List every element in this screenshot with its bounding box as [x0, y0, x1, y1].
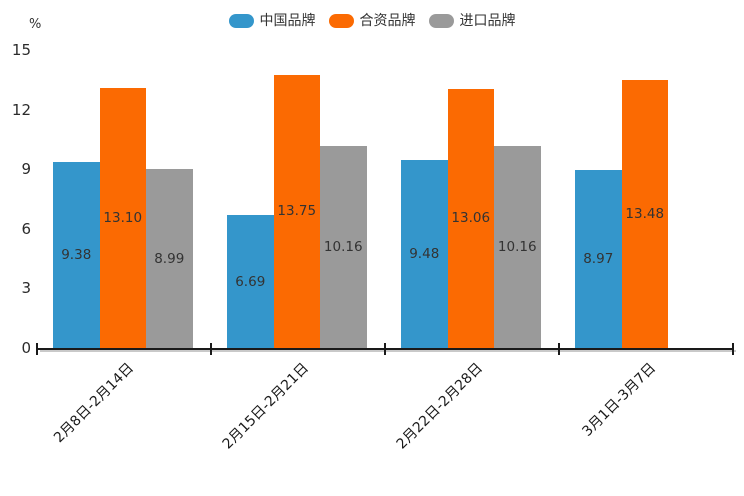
- bar-中国品牌-0[interactable]: [53, 161, 100, 348]
- y-tick-label: 6: [21, 219, 31, 238]
- bar-进口品牌-0[interactable]: [146, 169, 193, 348]
- bar-value-label: 13.06: [451, 210, 491, 227]
- bar-合资品牌-3[interactable]: [621, 80, 668, 348]
- y-tick-label: 12: [11, 100, 31, 119]
- y-tick-label: 15: [11, 41, 31, 59]
- bar-中国品牌-2[interactable]: [401, 159, 448, 348]
- y-axis-unit-label: %: [29, 17, 42, 32]
- y-tick-label: 3: [21, 279, 31, 298]
- legend-item-0[interactable]: 中国品牌: [228, 13, 316, 29]
- bar-进口品牌-1[interactable]: [320, 146, 367, 348]
- x-axis-line-shadow: [40, 350, 736, 352]
- bar-value-label: 10.16: [497, 239, 537, 256]
- x-category-label: 2月8日-2月14日: [51, 360, 138, 447]
- legend: 中国品牌 合资品牌 进口品牌: [0, 13, 744, 29]
- y-tick-label: 9: [21, 160, 31, 179]
- bar-value-label: 9.48: [409, 245, 440, 262]
- legend-item-label: 进口品牌: [459, 13, 516, 29]
- x-category-label: 2月15日-2月21日: [219, 360, 312, 453]
- x-category-label: 3月1日-3月7日: [579, 360, 660, 440]
- bar-合资品牌-1[interactable]: [273, 74, 320, 348]
- bar-value-label: 13.10: [103, 209, 143, 226]
- legend-item-1[interactable]: 合资品牌: [328, 13, 416, 29]
- x-axis-tick: [36, 343, 38, 355]
- legend-item-label: 合资品牌: [359, 13, 416, 29]
- y-tick-label: 0: [21, 339, 31, 357]
- x-category-label: 2月22日-2月28日: [393, 360, 486, 453]
- bar-value-label: 8.99: [154, 250, 185, 267]
- bar-value-label: 9.38: [61, 246, 92, 263]
- x-axis-tick: [384, 343, 386, 355]
- x-axis-tick: [732, 343, 734, 355]
- bar-中国品牌-3[interactable]: [575, 169, 622, 348]
- bar-value-label: 8.97: [583, 250, 614, 267]
- bar-value-label: 13.48: [625, 206, 665, 223]
- x-axis-tick: [210, 343, 212, 355]
- legend-item-2[interactable]: 进口品牌: [428, 13, 516, 29]
- x-axis-tick: [558, 343, 560, 355]
- bar-value-label: 13.75: [277, 203, 317, 220]
- bar-合资品牌-0[interactable]: [99, 87, 146, 348]
- bar-合资品牌-2[interactable]: [447, 88, 494, 348]
- bar-value-label: 6.69: [235, 273, 266, 290]
- bar-进口品牌-2[interactable]: [494, 146, 541, 348]
- legend-item-label: 中国品牌: [259, 13, 316, 29]
- legend-swatch-icon: [428, 14, 454, 28]
- legend-swatch-icon: [228, 14, 254, 28]
- bar-value-label: 10.16: [323, 239, 363, 256]
- bar-中国品牌-1[interactable]: [227, 215, 274, 348]
- legend-swatch-icon: [328, 14, 354, 28]
